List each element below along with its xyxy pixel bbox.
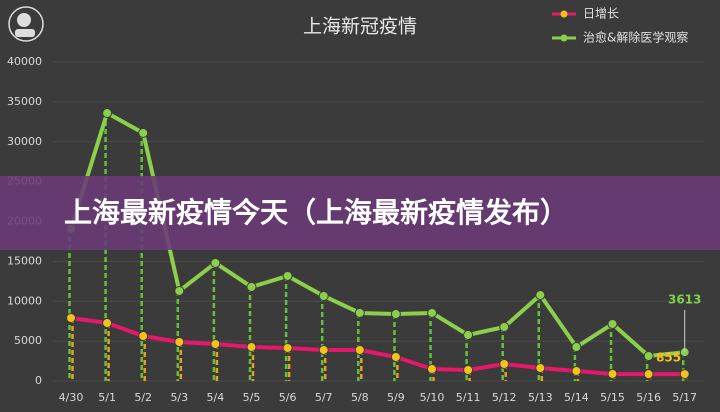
data-point xyxy=(138,331,149,342)
data-point xyxy=(210,257,221,268)
data-point xyxy=(499,359,510,370)
data-point xyxy=(499,322,510,333)
legend-label: 日增长 xyxy=(583,7,619,21)
legend-marker xyxy=(560,10,568,18)
x-tick-label: 5/5 xyxy=(243,391,261,404)
series-line xyxy=(70,316,685,377)
x-tick-label: 5/11 xyxy=(456,391,481,404)
banner-text: 上海最新疫情今天（上海最新疫情发布） xyxy=(64,196,568,229)
data-point xyxy=(210,338,221,349)
data-point xyxy=(318,344,329,355)
y-tick-label: 5000 xyxy=(14,334,42,347)
data-point xyxy=(535,290,546,301)
x-tick-label: 5/8 xyxy=(351,391,369,404)
x-tick-label: 4/30 xyxy=(59,391,84,404)
data-point xyxy=(282,342,293,353)
data-point xyxy=(282,270,293,281)
x-tick-label: 5/6 xyxy=(279,391,297,404)
data-point xyxy=(318,290,329,301)
data-point xyxy=(463,329,474,340)
data-point xyxy=(607,318,618,329)
y-tick-label: 30000 xyxy=(7,135,42,148)
data-point xyxy=(607,368,618,379)
x-tick-label: 5/15 xyxy=(600,391,625,404)
data-point xyxy=(390,351,401,362)
x-tick-label: 5/3 xyxy=(170,391,188,404)
data-point xyxy=(66,312,76,323)
x-tick-label: 5/17 xyxy=(672,391,697,404)
data-point xyxy=(427,307,437,318)
data-point xyxy=(643,351,654,362)
x-tick-label: 5/9 xyxy=(387,391,405,404)
data-point xyxy=(102,108,113,119)
x-tick-label: 5/16 xyxy=(636,391,661,404)
data-point xyxy=(138,127,149,138)
chart-title: 上海新冠疫情 xyxy=(303,16,417,38)
data-point xyxy=(463,364,474,375)
y-tick-label: 15000 xyxy=(7,254,42,267)
y-tick-label: 35000 xyxy=(7,95,42,108)
y-tick-label: 40000 xyxy=(7,55,42,68)
legend-label: 治愈&解除医学观察 xyxy=(583,30,688,45)
data-point xyxy=(535,363,546,374)
x-tick-label: 5/2 xyxy=(134,391,152,404)
data-point xyxy=(571,342,582,353)
data-point xyxy=(643,369,654,380)
legend-marker xyxy=(560,34,568,42)
data-point xyxy=(354,307,365,318)
data-point xyxy=(246,342,257,353)
data-point xyxy=(102,318,113,329)
logo xyxy=(8,6,44,42)
data-point xyxy=(246,281,257,292)
data-point xyxy=(427,364,437,375)
x-tick-label: 5/7 xyxy=(315,391,333,404)
y-tick-label: 10000 xyxy=(7,294,42,307)
banner-background xyxy=(0,176,720,250)
data-point xyxy=(390,309,401,320)
data-label: 3613 xyxy=(668,293,701,307)
x-tick-label: 5/14 xyxy=(564,391,589,404)
x-tick-label: 5/4 xyxy=(207,391,225,404)
x-tick-label: 5/1 xyxy=(98,391,116,404)
y-tick-label: 0 xyxy=(35,374,42,387)
x-tick-label: 5/13 xyxy=(528,391,553,404)
data-point xyxy=(354,344,365,355)
data-point xyxy=(174,337,185,348)
x-tick-label: 5/10 xyxy=(420,391,445,404)
data-point xyxy=(571,366,582,377)
series-line xyxy=(69,111,685,359)
x-tick-label: 5/12 xyxy=(492,391,517,404)
data-label: 855 xyxy=(656,351,681,365)
data-point xyxy=(174,285,185,296)
data-point xyxy=(679,369,690,380)
